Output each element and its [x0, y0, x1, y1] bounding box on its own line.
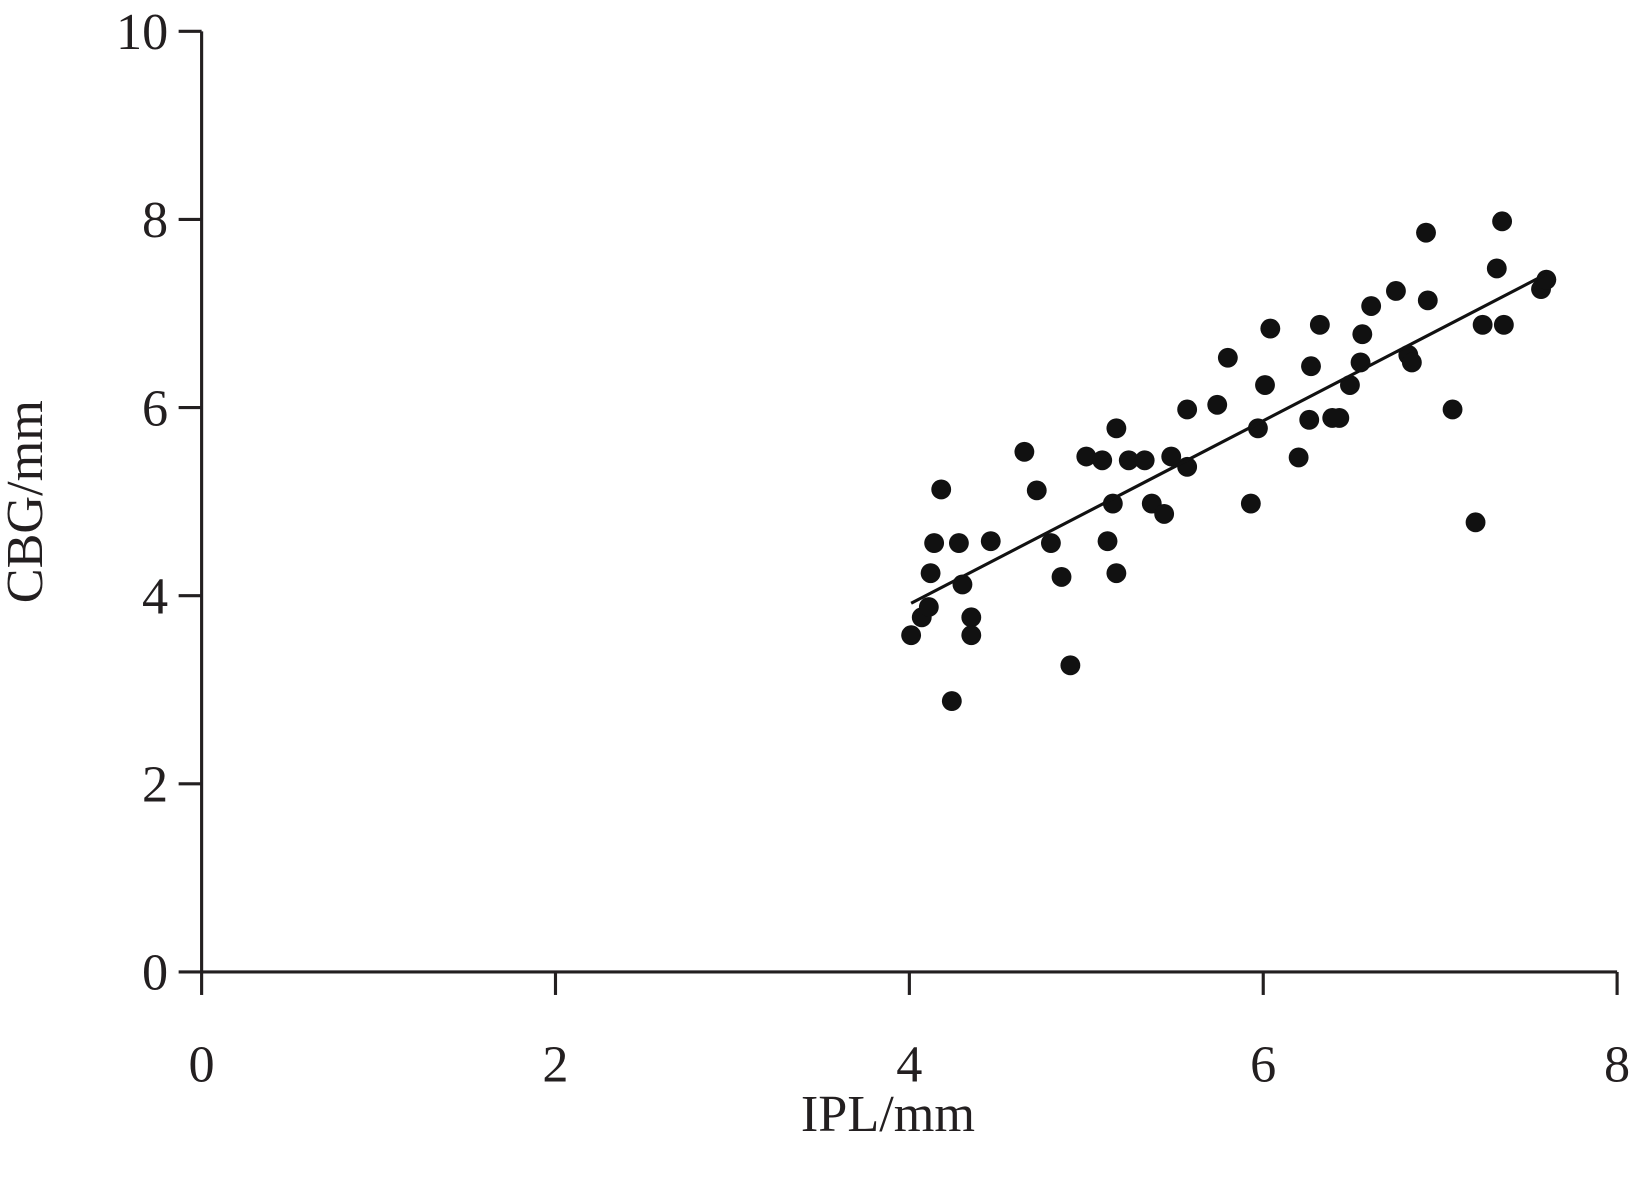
point — [1106, 418, 1127, 439]
point — [1240, 493, 1261, 514]
point — [1255, 375, 1275, 395]
y-tick-label: 6 — [142, 379, 168, 437]
x-tick-label: 6 — [1250, 1036, 1276, 1094]
point — [1026, 480, 1047, 501]
point — [1260, 318, 1281, 339]
point — [1329, 408, 1350, 428]
point — [1014, 441, 1035, 462]
point — [1442, 399, 1463, 420]
point — [980, 531, 1001, 552]
y-tick-label: 0 — [142, 944, 168, 1002]
point — [1472, 314, 1493, 335]
point — [1361, 296, 1382, 316]
x-tick-label: 2 — [542, 1036, 568, 1094]
point — [1536, 269, 1557, 290]
point — [1493, 314, 1514, 335]
point — [1465, 512, 1486, 533]
point — [1492, 211, 1513, 232]
y-axis-label: CBG/mm — [0, 400, 54, 603]
point — [961, 625, 982, 646]
point — [1161, 446, 1182, 467]
point — [931, 479, 952, 500]
point — [941, 691, 962, 712]
point — [1299, 409, 1320, 430]
point — [1040, 533, 1061, 553]
point — [1288, 447, 1309, 468]
point — [1092, 450, 1113, 471]
point — [1352, 324, 1373, 345]
y-tick-label: 10 — [116, 3, 168, 61]
point — [1177, 399, 1198, 420]
point — [1118, 450, 1139, 471]
point — [1401, 352, 1422, 373]
point — [948, 533, 969, 553]
point — [1416, 222, 1436, 243]
point — [918, 597, 939, 617]
point — [1051, 566, 1072, 587]
point — [1097, 531, 1118, 552]
point — [1207, 394, 1228, 415]
point — [1248, 418, 1268, 439]
point — [901, 625, 922, 646]
point — [1309, 314, 1330, 335]
point — [1154, 503, 1175, 524]
point — [1417, 290, 1438, 311]
point — [1106, 563, 1127, 584]
point — [1301, 356, 1321, 377]
point — [1486, 258, 1507, 279]
y-tick-label: 8 — [142, 191, 168, 249]
point — [1386, 281, 1406, 301]
point — [920, 563, 941, 584]
x-tick-label: 4 — [896, 1036, 922, 1094]
point — [1060, 655, 1081, 676]
x-tick-label: 8 — [1604, 1036, 1630, 1094]
x-tick-label: 0 — [189, 1036, 215, 1094]
point — [1102, 493, 1123, 514]
point — [1217, 347, 1238, 368]
point — [1134, 450, 1155, 471]
y-tick-label: 2 — [142, 756, 168, 814]
trend-line — [910, 272, 1548, 605]
point — [1076, 446, 1097, 467]
point — [961, 607, 982, 628]
y-tick-label: 4 — [142, 567, 168, 625]
x-axis-label: IPL/mm — [801, 1085, 975, 1143]
point — [924, 533, 945, 553]
